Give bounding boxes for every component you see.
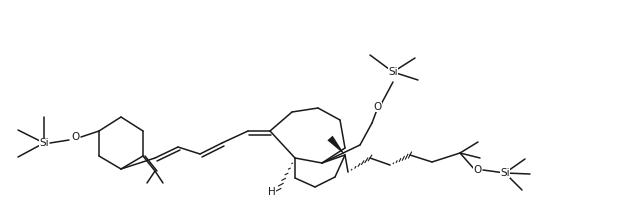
- Text: H: H: [268, 187, 276, 197]
- Text: Si: Si: [39, 138, 49, 148]
- Text: Si: Si: [500, 168, 510, 178]
- Text: O: O: [473, 165, 481, 175]
- Polygon shape: [327, 136, 345, 155]
- Text: O: O: [71, 132, 79, 142]
- Text: O: O: [374, 102, 382, 112]
- Text: Si: Si: [388, 67, 398, 77]
